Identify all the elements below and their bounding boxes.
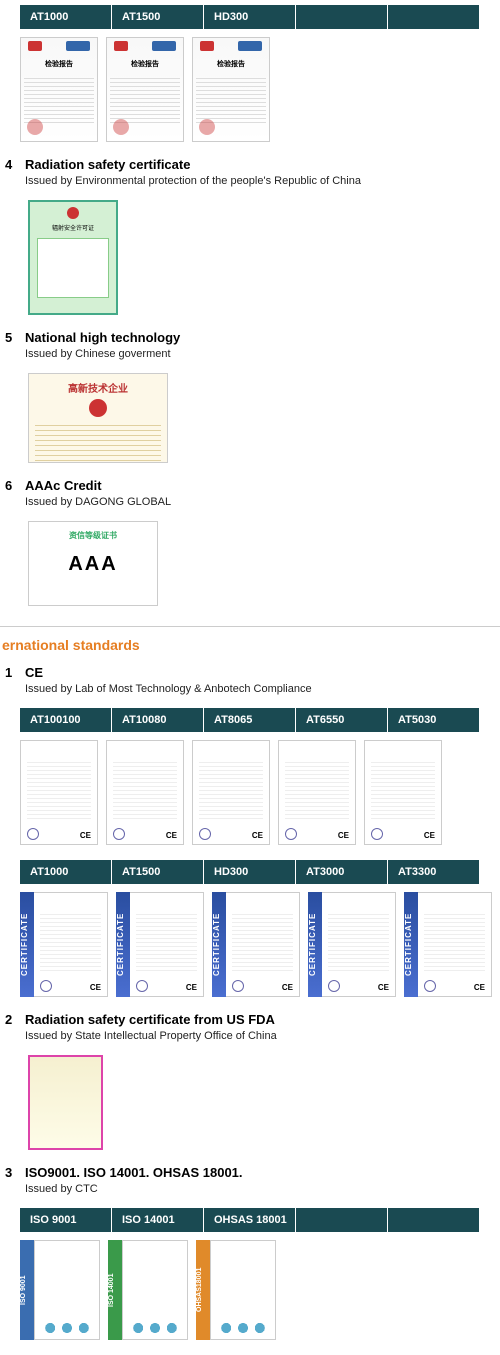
- section-6: 6 AAAc Credit Issued by DAGONG GLOBAL: [0, 478, 500, 516]
- divider: [0, 626, 500, 627]
- ce-cert: CE: [192, 740, 270, 845]
- section-issuer: Issued by CTC: [25, 1183, 500, 1195]
- ce-cert-row-2: CERTIFICATECE CERTIFICATECE CERTIFICATEC…: [20, 892, 480, 997]
- iso-banner: ISO 9001: [20, 1240, 34, 1340]
- section-title: National high technology: [25, 330, 500, 345]
- tab[interactable]: AT3300: [388, 860, 480, 884]
- section-title: Radiation safety certificate from US FDA: [25, 1012, 500, 1027]
- ce-cert: CE: [364, 740, 442, 845]
- section-title: ISO9001. ISO 14001. OHSAS 18001.: [25, 1165, 500, 1180]
- ce-cert-banner: CERTIFICATECE: [404, 892, 492, 997]
- section-issuer: Issued by Chinese goverment: [25, 348, 500, 360]
- iso-cert-row: ISO 9001 ISO 14001 OHSAS18001: [20, 1240, 480, 1340]
- section-num: 6: [0, 478, 25, 516]
- aaa-cert-title: 资信等级证书: [37, 530, 149, 541]
- section-title: CE: [25, 665, 500, 680]
- section-num: 1: [0, 665, 25, 703]
- section-num: 5: [0, 330, 25, 368]
- section-5: 5 National high technology Issued by Chi…: [0, 330, 500, 368]
- iso-tab-row: ISO 9001 ISO 14001 OHSAS 18001: [20, 1208, 480, 1232]
- iso-banner: ISO 14001: [108, 1240, 122, 1340]
- tab-empty: [388, 1208, 480, 1232]
- ce-cert: CE: [20, 740, 98, 845]
- tab[interactable]: AT100100: [20, 708, 112, 732]
- iso-cert: ISO 9001: [20, 1240, 100, 1340]
- tab[interactable]: AT1500: [112, 860, 204, 884]
- section-issuer: Issued by Environmental protection of th…: [25, 175, 500, 187]
- ce-cert: CE: [106, 740, 184, 845]
- report-cert: 检验报告: [106, 37, 184, 142]
- section-title: AAAc Credit: [25, 478, 500, 493]
- intl-section-2: 2 Radiation safety certificate from US F…: [0, 1012, 500, 1050]
- hitech-text: 高新技术企业: [35, 380, 161, 395]
- ce-cert: CE: [278, 740, 356, 845]
- aaa-cert: 资信等级证书 AAA: [28, 521, 500, 606]
- radiation-cert: 辐射安全许可证: [28, 200, 500, 315]
- report-cert: 检验报告: [20, 37, 98, 142]
- ce-cert-banner: CERTIFICATECE: [116, 892, 204, 997]
- international-standards-header: ernational standards: [0, 637, 500, 653]
- ce-tab-row-2: AT1000 AT1500 HD300 AT3000 AT3300: [20, 860, 480, 884]
- tab[interactable]: HD300: [204, 860, 296, 884]
- ce-tab-row-1: AT100100 AT10080 AT8065 AT6550 AT5030: [20, 708, 480, 732]
- fda-cert-wrapper: [28, 1055, 500, 1150]
- section-num: 2: [0, 1012, 25, 1050]
- iso-cert: OHSAS18001: [196, 1240, 276, 1340]
- tab-hd300[interactable]: HD300: [204, 5, 296, 29]
- tab[interactable]: AT5030: [388, 708, 480, 732]
- certificate-banner: CERTIFICATE: [20, 892, 34, 997]
- report-title: 检验报告: [24, 59, 94, 69]
- tab-at1000[interactable]: AT1000: [20, 5, 112, 29]
- fda-cert: [28, 1055, 103, 1150]
- tab[interactable]: OHSAS 18001: [204, 1208, 296, 1232]
- tab[interactable]: AT1000: [20, 860, 112, 884]
- tab-empty: [296, 5, 388, 29]
- intl-section-3: 3 ISO9001. ISO 14001. OHSAS 18001. Issue…: [0, 1165, 500, 1203]
- report-cert: 检验报告: [192, 37, 270, 142]
- tab-at1500[interactable]: AT1500: [112, 5, 204, 29]
- tab-empty: [296, 1208, 388, 1232]
- tab[interactable]: AT10080: [112, 708, 204, 732]
- tab[interactable]: AT8065: [204, 708, 296, 732]
- certificate-banner: CERTIFICATE: [404, 892, 418, 997]
- tab[interactable]: ISO 9001: [20, 1208, 112, 1232]
- intl-section-1: 1 CE Issued by Lab of Most Technology & …: [0, 665, 500, 703]
- tab-empty: [388, 5, 480, 29]
- section-issuer: Issued by DAGONG GLOBAL: [25, 496, 500, 508]
- top-tab-row: AT1000 AT1500 HD300: [20, 5, 480, 29]
- certificate-banner: CERTIFICATE: [308, 892, 322, 997]
- certificate-banner: CERTIFICATE: [212, 892, 226, 997]
- section-title: Radiation safety certificate: [25, 157, 500, 172]
- ce-cert-row-1: CE CE CE CE CE: [20, 740, 480, 845]
- hitech-cert: 高新技术企业: [28, 373, 500, 463]
- ce-cert-banner: CERTIFICATECE: [212, 892, 300, 997]
- aaa-text: AAA: [37, 553, 149, 576]
- tab[interactable]: AT6550: [296, 708, 388, 732]
- section-issuer: Issued by State Intellectual Property Of…: [25, 1030, 500, 1042]
- report-cert-row: 检验报告 检验报告 检验报告: [20, 37, 480, 142]
- iso-banner: OHSAS18001: [196, 1240, 210, 1340]
- tab[interactable]: ISO 14001: [112, 1208, 204, 1232]
- section-num: 3: [0, 1165, 25, 1203]
- report-title: 检验报告: [196, 59, 266, 69]
- iso-cert: ISO 14001: [108, 1240, 188, 1340]
- certificate-banner: CERTIFICATE: [116, 892, 130, 997]
- section-4: 4 Radiation safety certificate Issued by…: [0, 157, 500, 195]
- section-num: 4: [0, 157, 25, 195]
- ce-cert-banner: CERTIFICATECE: [20, 892, 108, 997]
- ce-cert-banner: CERTIFICATECE: [308, 892, 396, 997]
- section-issuer: Issued by Lab of Most Technology & Anbot…: [25, 683, 500, 695]
- report-title: 检验报告: [110, 59, 180, 69]
- tab[interactable]: AT3000: [296, 860, 388, 884]
